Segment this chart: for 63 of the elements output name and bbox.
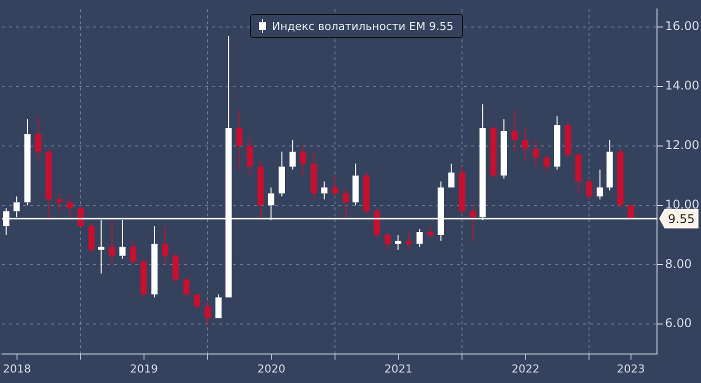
candlestick [586, 178, 592, 200]
candlestick [352, 163, 359, 206]
candlestick [416, 228, 423, 248]
y-tick-label: 10.00 [665, 197, 700, 212]
candlestick [35, 116, 42, 162]
candlestick [108, 220, 116, 266]
candlestick [575, 151, 582, 194]
x-tick-label: 2022 [511, 362, 540, 376]
y-tick-label: 8.00 [665, 256, 692, 271]
candlestick [522, 128, 528, 162]
candlestick [532, 139, 540, 168]
candlestick [490, 124, 497, 180]
candlestick [204, 300, 211, 326]
candlestick [564, 122, 572, 158]
candlestick [374, 208, 380, 238]
candlestick [289, 139, 296, 170]
legend-label: Индекс волатильности EM 9.55 [272, 20, 454, 32]
y-tick-label: 14.00 [665, 78, 700, 93]
candlestick [278, 151, 285, 197]
candlestick [236, 110, 243, 170]
candlestick [246, 136, 253, 176]
candlestick [130, 240, 136, 266]
candlestick [151, 226, 158, 298]
candlestick [406, 232, 412, 250]
candlestick [384, 232, 391, 250]
candlestick [470, 204, 476, 242]
candlestick [342, 186, 350, 221]
candlestick [606, 139, 613, 191]
y-tick-label: 16.00 [665, 19, 700, 34]
candlestick [46, 148, 52, 221]
candlestick [215, 294, 222, 318]
candlestick [321, 181, 328, 200]
candlestick [183, 276, 190, 298]
candlestick [78, 204, 84, 230]
candlestick [448, 163, 454, 188]
candlestick [426, 226, 434, 238]
x-tick-label: 2018 [2, 362, 31, 376]
candlestick [617, 148, 624, 209]
y-tick-label: 6.00 [665, 316, 692, 330]
ref-line-label: 9.55 [668, 212, 695, 226]
candlestick [140, 258, 147, 298]
candlestick [363, 172, 370, 215]
candlestick [24, 118, 31, 206]
candlestick [394, 234, 402, 250]
candlestick [596, 169, 604, 200]
x-tick-label: 2023 [616, 362, 645, 376]
y-tick-label: 12.00 [665, 138, 700, 152]
candlestick [500, 118, 508, 180]
x-tick-label: 2020 [257, 362, 286, 376]
candlestick [88, 222, 95, 254]
x-tick-label: 2021 [384, 362, 412, 376]
candlestick [458, 166, 466, 215]
candlestick [300, 145, 306, 176]
candlestick [257, 160, 264, 221]
candlestick [172, 252, 179, 284]
x-tick-label: 2019 [130, 362, 158, 376]
candlestick [56, 192, 63, 212]
candlestick [544, 154, 550, 174]
candlestick [310, 151, 317, 200]
candlestick [332, 175, 338, 197]
candlestick [554, 116, 560, 170]
candlestick [162, 226, 168, 266]
candlestick [512, 110, 518, 152]
